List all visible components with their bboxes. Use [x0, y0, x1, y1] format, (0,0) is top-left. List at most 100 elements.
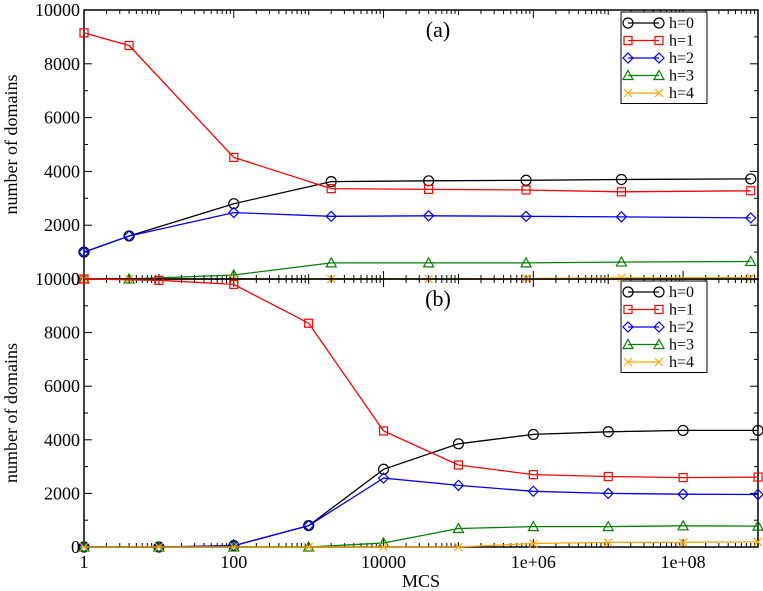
data-point	[615, 173, 628, 186]
data-point	[602, 426, 614, 438]
series-h2	[78, 472, 763, 553]
legend-label: h=3	[669, 68, 694, 85]
data-point	[78, 246, 90, 258]
data-point	[79, 274, 89, 284]
data-point	[603, 471, 613, 482]
legend-marker	[621, 69, 635, 81]
data-point	[752, 424, 763, 437]
y-tick-label: 10000	[35, 269, 80, 289]
legend-label: h=3	[669, 337, 694, 354]
data-point	[304, 318, 314, 328]
legend-marker	[652, 338, 666, 350]
panel-a: 0 2000 4000 6000 8000 10000 number of domains (…	[1, 0, 759, 289]
data-point	[229, 542, 239, 552]
data-point	[744, 255, 757, 267]
data-point	[616, 187, 627, 197]
legend-marker	[623, 304, 633, 315]
data-point	[615, 255, 628, 267]
data-point	[123, 230, 135, 242]
data-point	[528, 470, 538, 480]
legend-marker	[622, 286, 634, 298]
legend-label: h=0	[669, 15, 694, 32]
legend-marker	[622, 17, 634, 29]
x-tick-label: 1e+06	[511, 552, 556, 572]
panel-label: (a)	[426, 17, 450, 42]
y-tick-label: 0	[71, 269, 80, 289]
data-point	[677, 488, 689, 501]
data-point	[79, 28, 89, 38]
legend-marker	[654, 357, 664, 367]
data-point	[79, 542, 89, 552]
legend-label: h=1	[669, 33, 694, 50]
legend-marker	[653, 52, 665, 64]
legend-marker	[652, 69, 666, 81]
x-tick-label: 100	[220, 552, 247, 572]
data-point	[228, 198, 240, 210]
panel-b: 0 2000 4000 6000 8000 10000 1 100 10000 1e+06 1e+0…	[1, 269, 763, 591]
legend-marker	[623, 35, 633, 46]
data-point	[528, 539, 538, 548]
data-point	[325, 176, 337, 188]
legend-marker	[623, 357, 633, 367]
data-point	[377, 463, 390, 475]
data-point	[527, 520, 540, 532]
data-point	[744, 212, 757, 224]
x-tick-label: 10000	[361, 552, 406, 572]
data-point	[154, 542, 164, 552]
data-point	[422, 256, 435, 268]
x-axis-label: MCS	[402, 571, 440, 591]
legend-marker	[653, 286, 665, 298]
series-h1	[79, 274, 763, 483]
data-point	[677, 519, 690, 531]
y-tick-label: 4000	[44, 430, 80, 450]
data-point	[746, 186, 756, 196]
legend-label: h=4	[669, 354, 694, 371]
y-tick-label: 6000	[44, 108, 80, 128]
legend-label: h=2	[669, 319, 694, 336]
legend-marker	[654, 88, 664, 98]
legend-marker	[654, 35, 664, 46]
data-point	[326, 184, 336, 194]
data-point	[325, 256, 338, 268]
data-point	[753, 472, 763, 482]
series-line	[84, 260, 751, 280]
y-axis-label: number of domains	[1, 75, 21, 215]
legend-marker	[621, 338, 635, 350]
y-tick-label: 6000	[44, 376, 80, 396]
series-line	[83, 178, 751, 253]
legend-label: h=1	[669, 302, 694, 319]
y-tick-label: 8000	[44, 54, 80, 74]
data-point	[752, 488, 763, 501]
data-point	[603, 538, 613, 547]
data-point	[452, 438, 465, 450]
y-tick-label: 2000	[44, 483, 80, 503]
data-point	[454, 542, 463, 552]
x-tick-label: 1	[80, 552, 89, 572]
data-point	[677, 424, 689, 437]
legend-marker	[623, 88, 633, 98]
data-point	[154, 275, 164, 285]
x-tick-label: 1e+08	[661, 552, 706, 572]
y-tick-label: 8000	[44, 323, 80, 343]
panel-label: (b)	[425, 286, 451, 311]
data-point	[422, 209, 435, 222]
data-point	[227, 206, 240, 219]
legend-marker	[653, 321, 665, 333]
data-point	[602, 520, 615, 532]
data-point	[452, 479, 465, 492]
series-h4	[79, 537, 763, 552]
data-point	[746, 273, 756, 283]
series-h0	[78, 424, 763, 553]
data-point	[153, 541, 165, 553]
data-point	[377, 472, 390, 484]
data-point	[521, 185, 531, 195]
data-point	[751, 519, 763, 531]
y-tick-label: 10000	[35, 0, 80, 20]
data-point	[379, 542, 388, 552]
data-point	[453, 460, 464, 470]
y-tick-label: 4000	[44, 161, 80, 181]
data-point	[520, 210, 532, 223]
series-line	[84, 525, 759, 548]
legend-marker	[622, 52, 634, 64]
